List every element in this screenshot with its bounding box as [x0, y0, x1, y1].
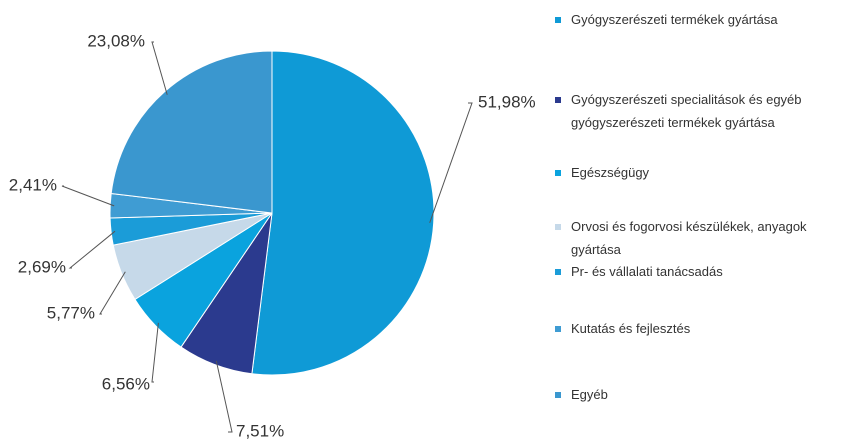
legend-swatch [555, 224, 561, 230]
data-label: 2,69% [18, 257, 66, 276]
legend-swatch [555, 97, 561, 103]
leader-line [68, 230, 116, 269]
leader-line [215, 360, 233, 433]
legend-swatch [555, 326, 561, 332]
legend-label: Pr- és vállalati tanácsadás [571, 264, 723, 279]
data-label: 5,77% [47, 303, 95, 322]
legend-item: Egészségügy [555, 161, 855, 184]
legend-label: Gyógyszerészeti specialitások és egyéb g… [571, 92, 802, 130]
legend-label: Egyéb [571, 387, 608, 402]
leader-line [429, 102, 473, 223]
legend-label: Orvosi és fogorvosi készülékek, anyagok … [571, 219, 807, 257]
data-label: 2,41% [9, 175, 57, 194]
data-label: 6,56% [102, 374, 150, 393]
leader-line [151, 41, 168, 95]
leader-line [151, 322, 159, 383]
legend-item: Kutatás és fejlesztés [555, 317, 855, 340]
legend-item: Pr- és vállalati tanácsadás [555, 260, 855, 283]
legend-item: Orvosi és fogorvosi készülékek, anyagok … [555, 215, 855, 261]
legend-item: Gyógyszerészeti termékek gyártása [555, 8, 855, 31]
legend-item: Egyéb [555, 383, 855, 406]
legend-item: Gyógyszerészeti specialitások és egyéb g… [555, 88, 855, 134]
data-label: 7,51% [236, 421, 284, 440]
leader-line [61, 185, 115, 207]
pie-slice [110, 50, 273, 214]
legend-swatch [555, 269, 561, 275]
legend-label: Gyógyszerészeti termékek gyártása [571, 12, 778, 27]
data-label: 23,08% [87, 31, 145, 50]
leader-line [99, 271, 126, 315]
legend-swatch [555, 170, 561, 176]
legend-label: Kutatás és fejlesztés [571, 321, 691, 336]
pie-slice [251, 50, 435, 376]
legend-swatch [555, 392, 561, 398]
legend-swatch [555, 17, 561, 23]
legend-label: Egészségügy [571, 165, 650, 180]
data-label: 51,98% [478, 92, 536, 111]
